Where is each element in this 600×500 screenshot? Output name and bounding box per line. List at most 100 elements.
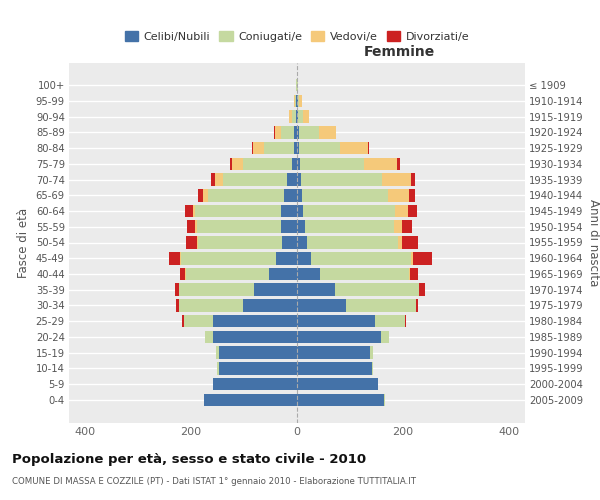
Bar (289, 110, 292, 123)
Bar (275, 126, 281, 138)
Bar (252, 142, 253, 154)
Bar (204, 394, 297, 406)
Bar (263, 142, 295, 154)
Bar (297, 174, 301, 186)
Bar (410, 268, 418, 280)
Bar (297, 189, 302, 202)
Bar (205, 330, 213, 343)
Bar (297, 299, 346, 312)
Bar (297, 158, 299, 170)
Bar (243, 299, 297, 312)
Bar (223, 174, 287, 186)
Bar (409, 189, 415, 202)
Bar (340, 142, 368, 154)
Bar (284, 189, 297, 202)
Bar (215, 174, 223, 186)
Bar (203, 189, 208, 202)
Bar (346, 299, 416, 312)
Bar (297, 236, 307, 249)
Bar (311, 252, 411, 264)
Text: COMUNE DI MASSA E COZZILE (PT) - Dati ISTAT 1° gennaio 2010 - Elaborazione TUTTI: COMUNE DI MASSA E COZZILE (PT) - Dati IS… (12, 478, 416, 486)
Bar (297, 126, 299, 138)
Bar (213, 315, 297, 328)
Bar (376, 315, 404, 328)
Bar (179, 284, 254, 296)
Bar (181, 252, 276, 264)
Bar (397, 158, 400, 170)
Bar (305, 220, 394, 233)
Bar (292, 110, 296, 123)
Bar (320, 268, 409, 280)
Bar (276, 252, 297, 264)
Bar (297, 362, 372, 374)
Bar (297, 142, 299, 154)
Bar (282, 236, 297, 249)
Bar (197, 220, 281, 233)
Bar (302, 189, 388, 202)
Bar (175, 284, 179, 296)
Bar (197, 236, 199, 249)
Bar (213, 378, 297, 390)
Bar (409, 268, 410, 280)
Bar (372, 362, 373, 374)
Bar (301, 174, 382, 186)
Bar (297, 315, 376, 328)
Bar (281, 126, 295, 138)
Bar (297, 378, 377, 390)
Bar (416, 299, 418, 312)
Bar (304, 110, 308, 123)
Bar (217, 362, 218, 374)
Bar (413, 252, 431, 264)
Bar (368, 142, 369, 154)
Bar (297, 268, 320, 280)
Bar (211, 174, 215, 186)
Bar (381, 330, 389, 343)
Bar (299, 142, 340, 154)
Y-axis label: Anni di nascita: Anni di nascita (587, 199, 600, 286)
Bar (296, 110, 297, 123)
Bar (299, 158, 364, 170)
Bar (287, 174, 297, 186)
Bar (297, 330, 381, 343)
Bar (180, 268, 185, 280)
Bar (297, 394, 385, 406)
Bar (195, 220, 197, 233)
Bar (208, 189, 284, 202)
Bar (411, 252, 413, 264)
Bar (404, 315, 406, 328)
Bar (364, 158, 397, 170)
Bar (274, 126, 275, 138)
Bar (419, 284, 425, 296)
Bar (398, 236, 402, 249)
Bar (319, 126, 336, 138)
Bar (402, 220, 412, 233)
Bar (232, 158, 243, 170)
Bar (218, 362, 297, 374)
Bar (304, 204, 395, 218)
Bar (298, 94, 299, 107)
Bar (198, 189, 203, 202)
Bar (394, 220, 402, 233)
Bar (295, 94, 296, 107)
Bar (176, 299, 179, 312)
Bar (307, 236, 398, 249)
Bar (297, 284, 335, 296)
Bar (230, 158, 232, 170)
Bar (253, 142, 263, 154)
Bar (193, 204, 195, 218)
Bar (269, 268, 297, 280)
Bar (184, 315, 213, 328)
Bar (216, 346, 218, 359)
Bar (254, 284, 297, 296)
Bar (199, 236, 282, 249)
Text: Femmine: Femmine (364, 45, 435, 59)
Bar (388, 189, 409, 202)
Bar (299, 126, 319, 138)
Bar (179, 299, 243, 312)
Bar (297, 204, 304, 218)
Bar (395, 204, 408, 218)
Bar (185, 204, 193, 218)
Bar (297, 252, 311, 264)
Bar (295, 126, 297, 138)
Bar (169, 252, 181, 264)
